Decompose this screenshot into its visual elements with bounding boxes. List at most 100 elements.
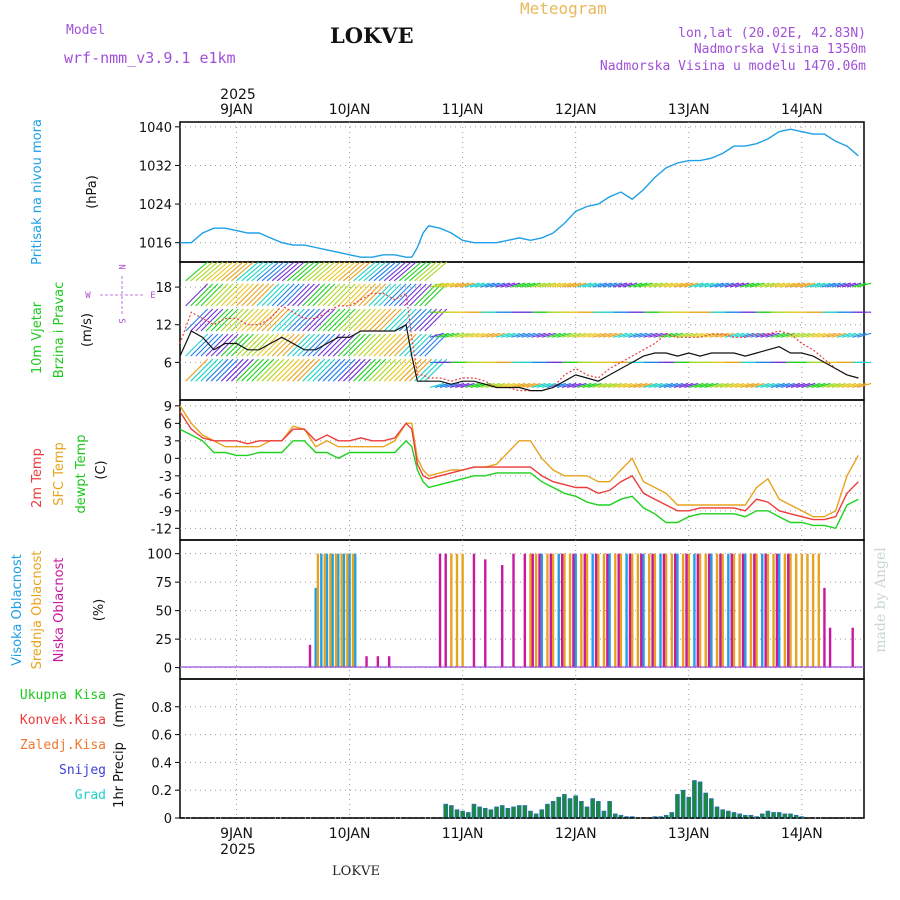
wind-barb [327, 358, 351, 382]
wind-barb [251, 358, 275, 382]
wind-barb [531, 282, 546, 288]
low-cloud-bar [640, 553, 643, 668]
precip-bar [765, 810, 771, 819]
wind-barb [373, 333, 397, 357]
wind-barb [348, 333, 371, 357]
precip-bar [692, 780, 697, 819]
wind-barb [342, 333, 366, 357]
mid-cloud-bar [614, 553, 617, 668]
wind-barb [220, 261, 244, 282]
wind-barb [332, 358, 356, 382]
precip-bar [522, 805, 528, 819]
mid-cloud-bar [351, 553, 355, 668]
wind-barb [353, 333, 376, 357]
wind-barb [775, 382, 790, 388]
wind-barb [190, 261, 214, 282]
wind-barb [368, 358, 392, 382]
compass-s: S [116, 318, 126, 323]
wind-barb [292, 308, 315, 332]
wind-barb [327, 283, 351, 307]
wind-barb [516, 332, 531, 338]
mid-cloud-bar [698, 553, 702, 668]
wind-barb [678, 382, 694, 388]
wind-barb [811, 282, 826, 288]
wind-barb [465, 332, 480, 338]
wind-barb [378, 333, 402, 357]
bottom-day-label: 12JAN [555, 826, 597, 842]
precip-tick-label: 0.6 [151, 729, 172, 744]
precip-yticks: 0 0.2 0.4 0.6 0.8 [151, 701, 180, 827]
precip-bar [556, 796, 562, 819]
wind-barb [307, 333, 331, 357]
mid-cloud-bar [568, 553, 572, 668]
wind-barb [256, 283, 280, 307]
low-cloud-bar [376, 656, 380, 668]
wind-barb [185, 308, 209, 332]
low-cloud-bar [730, 553, 733, 668]
wind-barb [393, 358, 417, 382]
wind-barb [740, 382, 755, 388]
precip-bar [782, 813, 788, 819]
wind-barb [337, 308, 361, 332]
wind-barb [816, 382, 831, 388]
wind-barb [287, 333, 310, 357]
low-cloud-bar [444, 553, 447, 668]
mid-cloud-bar [636, 553, 640, 668]
wind-barb [480, 332, 495, 338]
low-cloud-bar [741, 553, 745, 668]
wind-barb [424, 261, 448, 282]
wind-barb [210, 261, 234, 282]
wind-barb [322, 261, 346, 282]
wind-barb [831, 382, 846, 388]
precip-bar [759, 813, 765, 819]
wind-barb [455, 282, 470, 288]
wind-barb [210, 283, 234, 307]
low-cloud-bar [501, 565, 504, 668]
wind-barb [404, 261, 427, 282]
wind-barb [704, 382, 719, 388]
wind-barb [190, 358, 214, 382]
low-cloud-bar [560, 553, 564, 668]
wind-barb [317, 308, 341, 332]
wind-barb [770, 332, 785, 338]
wind-barb [617, 382, 633, 388]
temp-tick-label: 3 [164, 435, 172, 450]
wind-barb [719, 282, 735, 288]
wind-barb [388, 261, 412, 282]
wind-barb [780, 332, 796, 338]
high-cloud-bar [778, 553, 781, 668]
cloud-tick-label: 0 [164, 662, 172, 677]
wind-barb [785, 382, 801, 388]
low-cloud-bar [651, 553, 654, 668]
low-cloud-bar [685, 553, 688, 668]
wind-barb [801, 332, 816, 338]
wind-barb [673, 382, 689, 388]
mid-cloud-bar [334, 553, 338, 668]
temp-tick-label: 6 [164, 417, 172, 432]
temp-2m-label: 2m Temp [30, 448, 45, 508]
wind-barb [602, 332, 617, 338]
wind-barb [714, 282, 729, 288]
wind-barb [724, 382, 740, 388]
wind-barb [780, 282, 796, 288]
precip-bar [516, 805, 522, 819]
wind-barb [358, 283, 382, 307]
wind-barb [495, 382, 511, 388]
mid-cloud-bar [563, 553, 566, 668]
wind-barb [358, 333, 382, 357]
precip-bar [482, 807, 488, 819]
temp-tick-label: -6 [159, 487, 172, 502]
precip-bar [573, 795, 579, 819]
wind-barb [633, 282, 648, 288]
wind-barb [231, 358, 254, 382]
wind-barb [709, 382, 724, 388]
wind-barb [811, 382, 826, 388]
wind-barb [215, 261, 239, 282]
wind-barb [582, 282, 597, 288]
wind-barb [831, 332, 846, 338]
wind-barb [358, 261, 381, 282]
low-cloud-bar [512, 553, 515, 668]
wind-barb [342, 308, 366, 332]
wind-barb [526, 332, 541, 338]
